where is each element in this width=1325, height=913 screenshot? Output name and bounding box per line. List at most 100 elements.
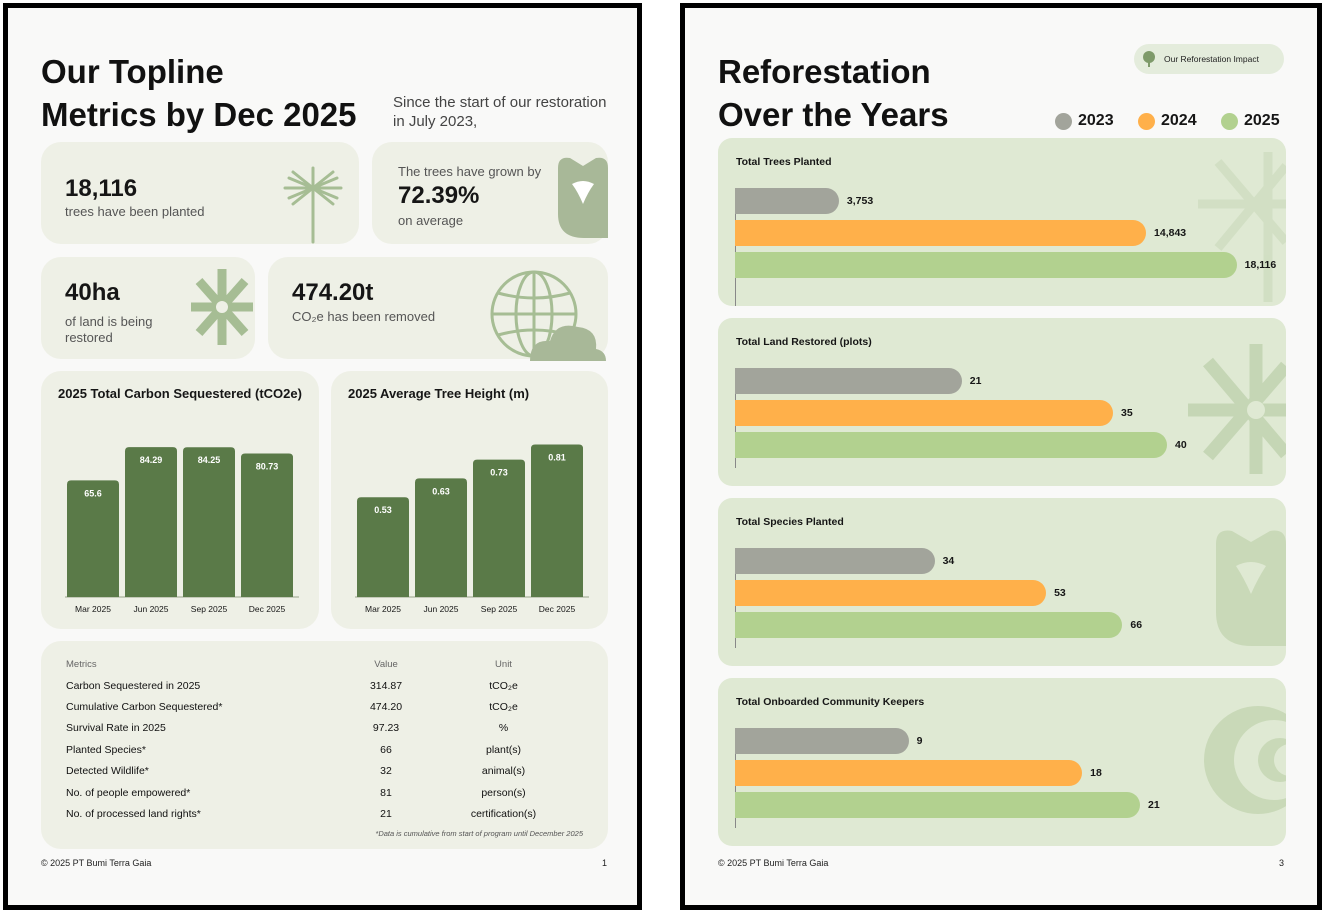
bar-2023: [735, 728, 909, 754]
page-title: Our Topline Metrics by Dec 2025: [41, 50, 357, 136]
cell-unit: certification(s): [470, 808, 537, 821]
trees-planted-card: Total Trees Planted 3,753 14,843 18,116: [718, 138, 1286, 306]
bar-2025: [735, 792, 1140, 818]
impact-label: Our Reforestation Impact: [1164, 54, 1259, 64]
cell-metric: Carbon Sequestered in 2025: [66, 679, 201, 692]
co2-removed-value: 474.20t: [292, 279, 374, 306]
title-line-1: Our Topline: [41, 53, 224, 90]
cell-unit: %: [498, 722, 509, 735]
cell-value: 21: [380, 808, 392, 821]
cell-value: 97.23: [372, 722, 400, 735]
bar-value-label: 21: [969, 375, 982, 387]
cell-metric: Planted Species*: [66, 743, 146, 756]
table-header-row: Metrics Value Unit: [66, 653, 571, 675]
axis-baseline: [735, 188, 736, 306]
bar-value-label: 65.6: [84, 488, 102, 498]
bar-value-label: 18: [1090, 767, 1102, 779]
page-reforestation: Reforestation Over the Years Our Refores…: [680, 3, 1322, 910]
legend-2024: 2024: [1138, 112, 1197, 130]
co2-removed-text: CO₂e has been removed: [292, 309, 436, 324]
tree-growth-value: 72.39%: [398, 182, 480, 209]
legend-2025: 2025: [1221, 112, 1280, 130]
bar-value-label: 80.73: [256, 461, 279, 471]
bar-value-label: 9: [916, 735, 923, 747]
page-title: Reforestation Over the Years: [718, 50, 949, 136]
trees-planted-card: 18,116 trees have been planted: [41, 142, 359, 244]
bar-value-label: 35: [1121, 407, 1133, 419]
footer-copyright: © 2025 PT Bumi Terra Gaia: [41, 858, 152, 868]
bar-value-label: 53: [1054, 587, 1066, 599]
bar-2025: [735, 432, 1167, 458]
asterisk-star-icon: [191, 269, 253, 345]
title-line-2: Metrics by Dec 2025: [41, 96, 357, 133]
bar-value-label: 0.81: [548, 453, 566, 463]
x-tick-label: Mar 2025: [365, 604, 401, 614]
table-row: No. of processed land rights* 21 certifica…: [66, 803, 571, 824]
bar-2023: [735, 188, 839, 214]
carbon-sequestered-chart-card: 2025 Total Carbon Sequestered (tCO2e) 65…: [41, 371, 319, 629]
footer-copyright: © 2025 PT Bumi Terra Gaia: [718, 858, 829, 868]
bar-value-label: 21: [1148, 799, 1160, 811]
card-title: Total Onboarded Community Keepers: [736, 696, 925, 708]
header-value: Value: [374, 658, 398, 670]
legend-label: 2023: [1078, 112, 1114, 129]
tree-growth-posttext: on average: [398, 213, 464, 228]
cell-value: 32: [380, 765, 392, 778]
bar-dec-2025: [241, 453, 293, 597]
carbon-sequestered-chart: 65.6 Mar 2025 84.29 Jun 2025 84.25 Sep 2025 80…: [65, 447, 299, 614]
bar-2023: [735, 368, 962, 394]
bar-mar-2025: [67, 480, 119, 597]
legend-dot-icon: [1055, 112, 1072, 130]
bar-value-label: 3,753: [846, 195, 874, 207]
title-line-2: Over the Years: [718, 96, 949, 133]
cell-metric: Cumulative Carbon Sequestered*: [66, 701, 223, 714]
cell-metric: No. of processed land rights*: [66, 808, 201, 821]
card-title: Total Land Restored (plots): [736, 336, 872, 348]
tulip-icon: [558, 157, 608, 238]
land-restored-card: 40ha of land is being restored: [41, 257, 255, 359]
title-line-1: Reforestation: [718, 53, 931, 90]
bar-2024: [735, 760, 1083, 786]
cell-value: 66: [380, 743, 392, 756]
card-title: Total Trees Planted: [736, 156, 832, 168]
cell-unit: plant(s): [485, 743, 521, 756]
table-row: Cumulative Carbon Sequestered* 474.20 tCO₂…: [66, 696, 571, 717]
table-row: Detected Wildlife* 32 animal(s): [66, 761, 571, 782]
bar-value-label: 84.25: [198, 455, 221, 465]
bar-sep-2025: [473, 459, 525, 597]
bar-value-label: 66: [1130, 619, 1143, 631]
table-row: Carbon Sequestered in 2025 314.87 tCO₂e: [66, 675, 571, 696]
bar-jun-2025: [415, 478, 467, 597]
bar-mar-2025: [357, 497, 409, 597]
bar-2025: [735, 252, 1237, 278]
bar-value-label: 0.53: [374, 505, 392, 515]
tree-icon: [1143, 51, 1155, 67]
bar-2025: [735, 612, 1123, 638]
page-number: 3: [1279, 858, 1285, 868]
x-tick-label: Sep 2025: [481, 604, 518, 614]
card-title: Total Species Planted: [736, 516, 844, 528]
x-tick-label: Dec 2025: [249, 604, 286, 614]
bar-2024: [735, 400, 1113, 426]
co2-removed-card: 474.20t CO₂e has been removed: [268, 257, 608, 361]
bar-2024: [735, 580, 1047, 606]
cell-metric: Survival Rate in 2025: [66, 722, 166, 735]
bar-value-label: 18,116: [1244, 259, 1277, 271]
species-planted-card: Total Species Planted 34 53 66: [718, 498, 1286, 666]
tree-growth-pretext: The trees have grown by: [398, 164, 542, 179]
table-footnote: *Data is cumulative from start of progra…: [375, 829, 583, 838]
bar-value-label: 0.73: [490, 468, 508, 478]
chart-title: 2025 Average Tree Height (m): [348, 386, 530, 401]
legend-2023: 2023: [1055, 112, 1114, 130]
tree-sparkle-icon: [283, 166, 343, 244]
cell-metric: No. of people empowered*: [66, 786, 191, 799]
page-subtitle: Since the start of our restoration in Ju…: [393, 94, 607, 130]
metrics-table-card: Metrics Value Unit Carbon Sequestered in…: [41, 641, 608, 849]
bar-2024: [735, 220, 1147, 246]
legend-dot-icon: [1221, 112, 1238, 130]
tree-sparkle-icon: [1198, 152, 1286, 302]
chart-title: 2025 Total Carbon Sequestered (tCO2e): [58, 386, 302, 401]
table-row: No. of people empowered* 81 person(s): [66, 782, 571, 803]
cell-value: 314.87: [369, 679, 403, 692]
cell-unit: tCO₂e: [489, 679, 518, 692]
